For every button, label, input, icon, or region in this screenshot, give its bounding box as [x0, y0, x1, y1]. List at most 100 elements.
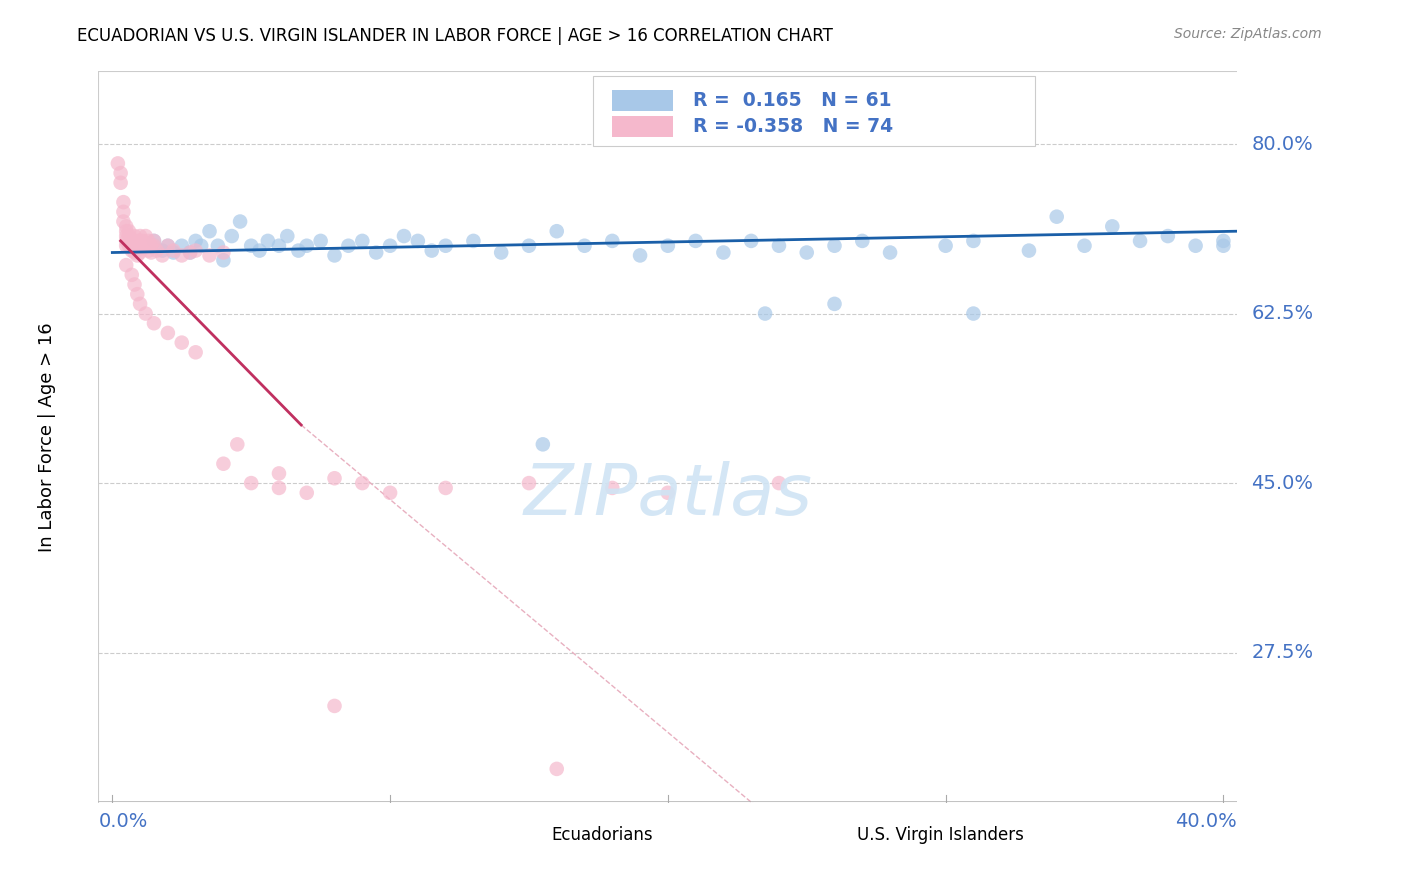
Point	[323, 248, 346, 262]
Point	[138, 234, 160, 248]
Point	[824, 238, 846, 252]
Point	[212, 253, 235, 268]
Bar	[612, 116, 673, 137]
Point	[531, 437, 554, 451]
Text: Ecuadorians: Ecuadorians	[551, 826, 652, 844]
Point	[240, 476, 263, 491]
Point	[295, 238, 318, 252]
Point	[517, 476, 540, 491]
Text: 80.0%: 80.0%	[1251, 135, 1313, 153]
Point	[127, 234, 149, 248]
Point	[198, 224, 221, 238]
Point	[352, 234, 374, 248]
Point	[184, 345, 207, 359]
Point	[184, 234, 207, 248]
Point	[112, 214, 135, 228]
Point	[600, 234, 623, 248]
Point	[517, 238, 540, 252]
Text: In Labor Force | Age > 16: In Labor Force | Age > 16	[38, 322, 56, 552]
Point	[110, 176, 132, 190]
Point	[129, 297, 152, 311]
Point	[851, 234, 873, 248]
Point	[768, 238, 790, 252]
Point	[107, 156, 129, 170]
Point	[1046, 210, 1069, 224]
Point	[118, 238, 141, 252]
Point	[1101, 219, 1123, 234]
Point	[170, 335, 193, 350]
Point	[115, 258, 138, 272]
Point	[1073, 238, 1095, 252]
Text: 62.5%: 62.5%	[1251, 304, 1313, 323]
Point	[170, 238, 193, 252]
Point	[352, 476, 374, 491]
Point	[179, 245, 201, 260]
Point	[145, 244, 167, 258]
Point	[190, 238, 212, 252]
Point	[150, 244, 173, 258]
Point	[287, 244, 309, 258]
Point	[121, 234, 143, 248]
Point	[118, 229, 141, 244]
Point	[879, 245, 901, 260]
Point	[600, 481, 623, 495]
Point	[463, 234, 485, 248]
Point	[267, 467, 290, 481]
Point	[112, 195, 135, 210]
Point	[124, 245, 146, 260]
Text: R =  0.165   N = 61: R = 0.165 N = 61	[693, 91, 891, 110]
Point	[685, 234, 707, 248]
Point	[129, 245, 152, 260]
Point	[378, 238, 401, 252]
Point	[962, 307, 984, 321]
Point	[574, 238, 596, 252]
Point	[824, 297, 846, 311]
Point	[141, 245, 163, 260]
Point	[143, 234, 166, 248]
Point	[267, 481, 290, 495]
Bar	[779, 826, 839, 844]
Point	[1129, 234, 1152, 248]
Point	[546, 224, 568, 238]
Point	[143, 238, 166, 252]
Point	[713, 245, 735, 260]
Point	[127, 287, 149, 301]
Point	[229, 214, 252, 228]
Point	[198, 248, 221, 262]
Point	[420, 244, 443, 258]
Point	[127, 248, 149, 262]
Text: 45.0%: 45.0%	[1251, 474, 1313, 492]
Point	[124, 234, 146, 248]
Point	[378, 485, 401, 500]
Point	[129, 229, 152, 244]
Point	[1157, 229, 1180, 244]
Point	[156, 326, 179, 340]
Point	[132, 234, 155, 248]
Point	[124, 238, 146, 252]
Point	[1212, 234, 1234, 248]
Point	[1018, 244, 1040, 258]
Point	[124, 229, 146, 244]
Point	[323, 471, 346, 485]
Point	[212, 457, 235, 471]
Point	[257, 234, 280, 248]
Point	[162, 245, 184, 260]
Point	[127, 244, 149, 258]
Point	[115, 234, 138, 248]
Point	[121, 268, 143, 282]
Point	[323, 698, 346, 713]
Point	[392, 229, 415, 244]
Point	[295, 485, 318, 500]
Point	[115, 224, 138, 238]
Point	[276, 229, 298, 244]
Point	[962, 234, 984, 248]
Point	[366, 245, 388, 260]
Point	[162, 244, 184, 258]
Point	[150, 248, 173, 262]
Point	[657, 238, 679, 252]
Text: R = -0.358   N = 74: R = -0.358 N = 74	[693, 117, 893, 136]
Point	[156, 238, 179, 252]
Point	[143, 316, 166, 330]
Point	[138, 244, 160, 258]
Point	[657, 485, 679, 500]
